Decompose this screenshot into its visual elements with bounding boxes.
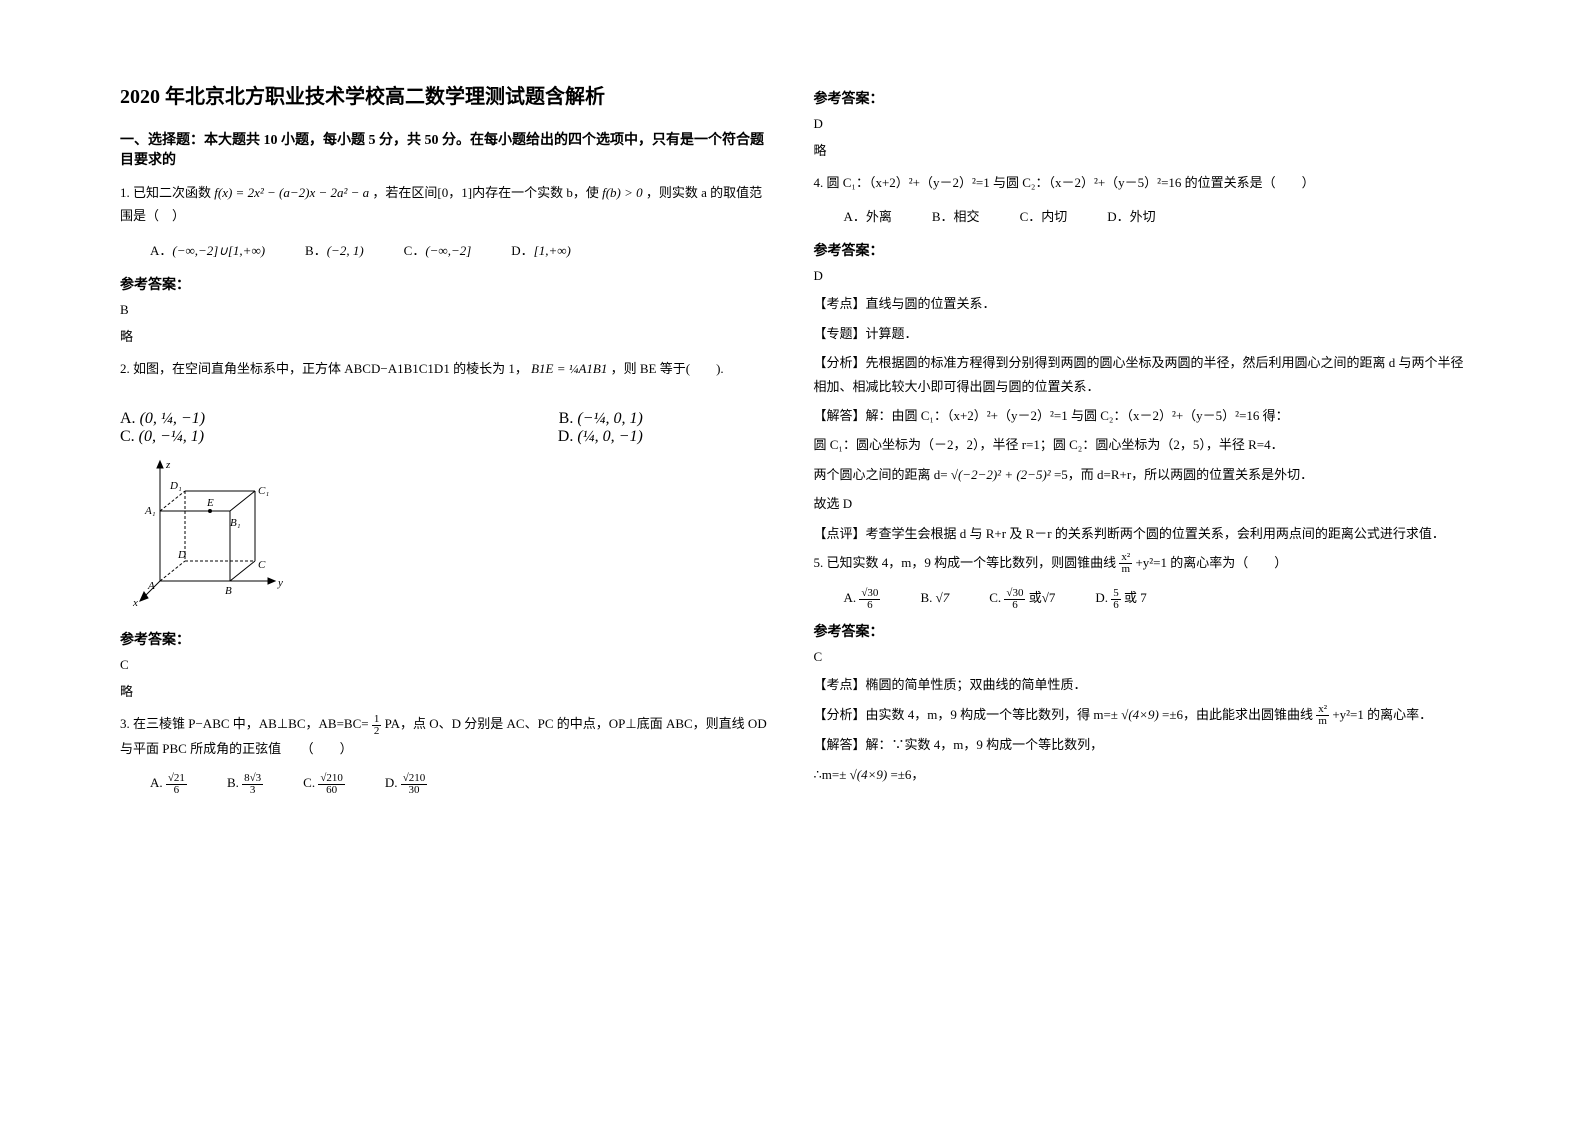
q1-answer: B: [120, 302, 774, 318]
q4-analysis8: 【点评】考查学生会根据 d 与 R+r 及 R－r 的关系判断两个圆的位置关系，…: [814, 522, 1468, 545]
q3-note: 略: [814, 140, 1468, 159]
q4-opt-d: D．外切: [1107, 204, 1155, 230]
q4-options: A．外离 B．相交 C．内切 D．外切: [844, 204, 1468, 230]
q5-xm2: x²m: [1316, 704, 1329, 727]
q5-opt-b: B. √7: [920, 585, 949, 611]
q4-opt-b: B．相交: [932, 204, 980, 230]
q4-analysis2: 【专题】计算题．: [814, 322, 1468, 345]
q5-options: A. √306 B. √7 C. √306 或√7 D. 56 或 7: [844, 585, 1468, 611]
spacer: [120, 390, 774, 410]
label-C1: C₁: [258, 485, 269, 497]
label-B: B: [225, 585, 232, 597]
q1-options: A．(−∞,−2]∪[1,+∞) B．(−2, 1) C．(−∞,−2] D．[…: [150, 238, 774, 264]
q4-analysis1: 【考点】直线与圆的位置关系．: [814, 292, 1468, 315]
q5-text-pre: 5. 已知实数 4，m，9 构成一个等比数列，则圆锥曲线: [814, 555, 1120, 570]
q3-half: 12: [372, 714, 382, 737]
q3-text-pre: 3. 在三棱锥 P−ABC 中，AB⊥BC，AB=BC=: [120, 716, 372, 731]
q2-text: 2. 如图，在空间直角坐标系中，正方体 ABCD−A1B1C1D1 的棱长为 1…: [120, 361, 528, 376]
q3-answer: D: [814, 116, 1468, 132]
q5-analysis3: 【解答】解：∵实数 4，m，9 构成一个等比数列，: [814, 733, 1468, 756]
label-x: x: [132, 597, 138, 606]
q4-answer-label: 参考答案：: [814, 240, 1468, 260]
q2-options-row2: C. (0, −¼, 1) D. (¼, 0, −1): [120, 428, 643, 446]
q1-text-mid: ，若在区间[0，1]内存在一个实数 b，使: [372, 185, 602, 200]
q1-note: 略: [120, 326, 774, 345]
q2-answer: C: [120, 657, 774, 673]
label-C: C: [258, 559, 266, 571]
section-intro: 一、选择题：本大题共 10 小题，每小题 5 分，共 50 分。在每小题给出的四…: [120, 129, 774, 169]
question-3: 3. 在三棱锥 P−ABC 中，AB⊥BC，AB=BC= 12 PA，点 O、D…: [120, 712, 774, 760]
q3-opt-a: A. √216: [150, 770, 187, 796]
q2-opt-a: A. (0, ¼, −1): [120, 410, 205, 428]
q5-text-post: +y²=1 的离心率为（ ）: [1135, 555, 1287, 570]
q5-answer-label: 参考答案：: [814, 621, 1468, 641]
q5-opt-a: A. √306: [844, 585, 881, 611]
label-z: z: [165, 459, 171, 471]
q4-opt-a: A．外离: [844, 204, 892, 230]
q4-analysis3: 【分析】先根据圆的标准方程得到分别得到两圆的圆心坐标及两圆的半径，然后利用圆心之…: [814, 351, 1468, 398]
q1-opt-b: B．(−2, 1): [305, 238, 364, 264]
q4-analysis4: 【解答】解：由圆 C₁：（x+2）²+（y－2）²=1 与圆 C₂：（x－2）²…: [814, 404, 1468, 427]
q3-opt-c: C. √21060: [303, 770, 345, 796]
question-1: 1. 已知二次函数 f(x) = 2x² − (a−2)x − 2a² − a …: [120, 181, 774, 228]
q1-text-pre: 1. 已知二次函数: [120, 185, 214, 200]
right-column: 参考答案： D 略 4. 圆 C₁：（x+2）²+（y－2）²=1 与圆 C₂：…: [794, 80, 1488, 1082]
q1-formula2: f(b) > 0: [602, 185, 643, 200]
q4-analysis6: 两个圆心之间的距离 d= √(−2−2)² + (2−5)² =5，而 d=R+…: [814, 463, 1468, 486]
q2-text-post: ，则 BE 等于( ).: [611, 361, 724, 376]
q2-opt-d: D. (¼, 0, −1): [558, 428, 643, 446]
q1-opt-a: A．(−∞,−2]∪[1,+∞): [150, 238, 265, 264]
q4-answer: D: [814, 268, 1468, 284]
label-E: E: [206, 497, 214, 509]
q5-opt-d: D. 56 或 7: [1095, 585, 1146, 611]
question-5: 5. 已知实数 4，m，9 构成一个等比数列，则圆锥曲线 x²m +y²=1 的…: [814, 551, 1468, 576]
q5-analysis4: ∴m=± √(4×9) =±6，: [814, 763, 1468, 786]
q1-formula: f(x) = 2x² − (a−2)x − 2a² − a: [214, 185, 369, 200]
label-A1: A₁: [144, 505, 156, 517]
q2-answer-label: 参考答案：: [120, 629, 774, 649]
q2-note: 略: [120, 681, 774, 700]
q4-analysis7: 故选 D: [814, 492, 1468, 515]
q5-answer: C: [814, 649, 1468, 665]
label-A: A: [147, 580, 155, 592]
q3-answer-label: 参考答案：: [814, 88, 1468, 108]
question-4: 4. 圆 C₁：（x+2）²+（y－2）²=1 与圆 C₂：（x－2）²+（y－…: [814, 171, 1468, 194]
label-B1: B₁: [230, 517, 241, 529]
q2-formula: B1E = ¼A1B1: [531, 361, 607, 376]
q4-analysis5: 圆 C₁：圆心坐标为（－2，2），半径 r=1；圆 C₂：圆心坐标为（2，5），…: [814, 433, 1468, 456]
label-D: D: [177, 549, 186, 561]
question-2: 2. 如图，在空间直角坐标系中，正方体 ABCD−A1B1C1D1 的棱长为 1…: [120, 357, 774, 380]
q2-opt-c: C. (0, −¼, 1): [120, 428, 204, 446]
label-y: y: [277, 577, 283, 589]
q4-opt-c: C．内切: [1020, 204, 1068, 230]
q5-xm: x²m: [1119, 552, 1132, 575]
left-column: 2020 年北京北方职业技术学校高二数学理测试题含解析 一、选择题：本大题共 1…: [100, 80, 794, 1082]
q1-opt-c: C．(−∞,−2]: [404, 238, 472, 264]
q3-opt-b: B. 8√33: [227, 770, 263, 796]
q3-opt-d: D. √21030: [385, 770, 427, 796]
cube-diagram: A B C D A₁ B₁ C₁ D₁ E x y z: [130, 456, 290, 606]
q1-opt-d: D．[1,+∞): [511, 238, 571, 264]
label-D1: D₁: [169, 480, 182, 492]
q5-analysis2: 【分析】由实数 4，m，9 构成一个等比数列，得 m=± √(4×9) =±6，…: [814, 703, 1468, 728]
q3-options: A. √216 B. 8√33 C. √21060 D. √21030: [150, 770, 774, 796]
page-title: 2020 年北京北方职业技术学校高二数学理测试题含解析: [120, 80, 774, 109]
q5-analysis1: 【考点】椭圆的简单性质；双曲线的简单性质．: [814, 673, 1468, 696]
q1-answer-label: 参考答案：: [120, 274, 774, 294]
q5-opt-c: C. √306 或√7: [989, 585, 1055, 611]
q2-opt-b: B. (−¼, 0, 1): [559, 410, 643, 428]
q2-options-row1: A. (0, ¼, −1) B. (−¼, 0, 1): [120, 410, 643, 428]
